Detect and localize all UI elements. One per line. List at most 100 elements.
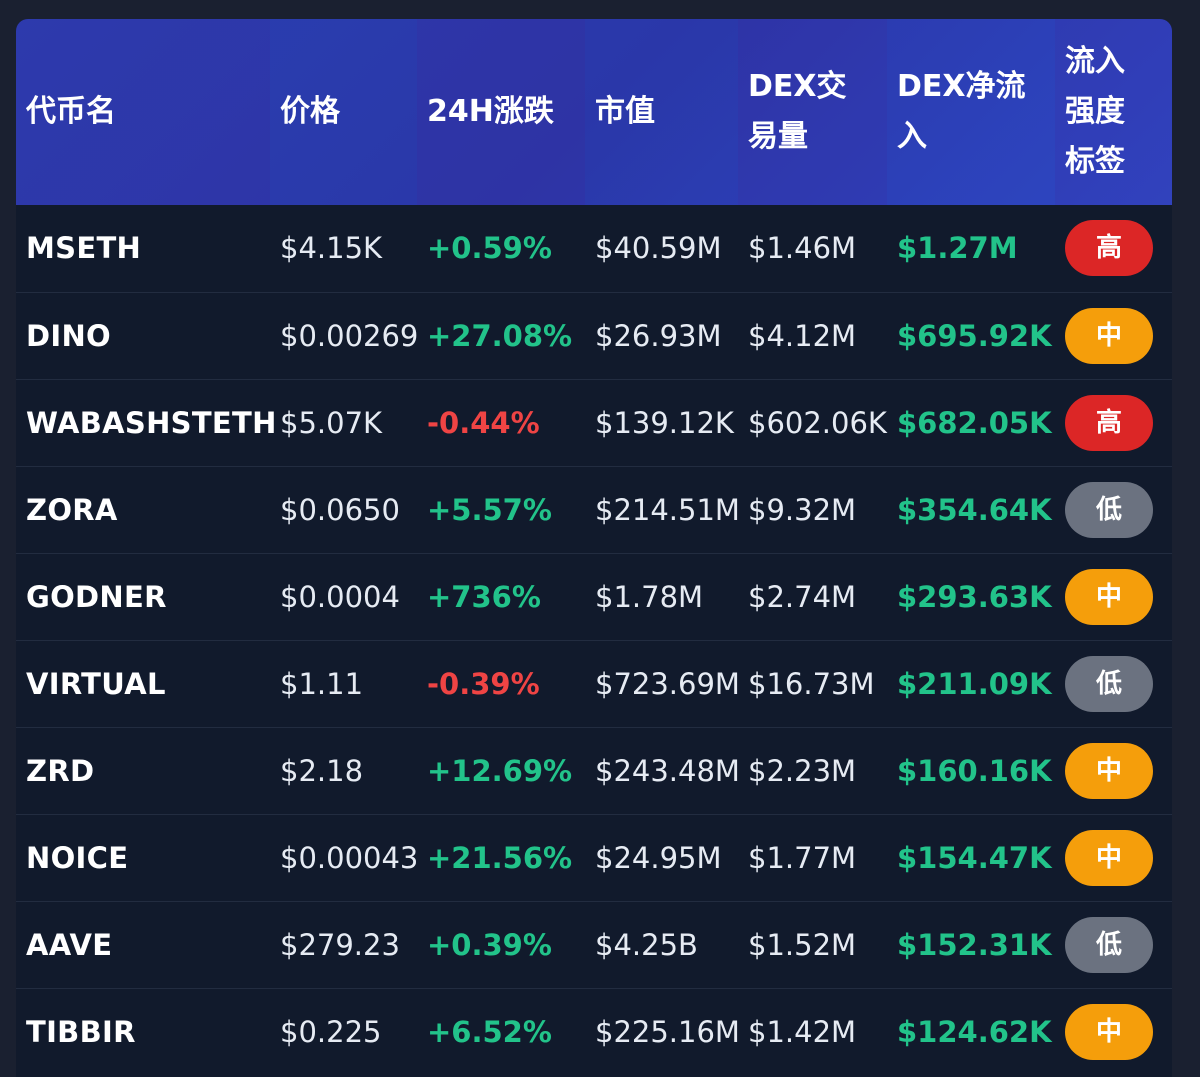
change-24h-cell: -0.39%	[427, 666, 540, 701]
price-cell: $0.00043	[280, 840, 419, 875]
price-cell: $0.0004	[280, 579, 400, 614]
table-row[interactable]: DINO $0.00269 +27.08% $26.93M $4.12M $695.92K…	[16, 292, 1172, 379]
header-dex-volume[interactable]: DEX交易量	[738, 19, 887, 205]
market-cap-cell: $4.25B	[595, 927, 698, 962]
dex-volume-cell: $1.52M	[748, 927, 857, 962]
dex-volume-cell: $1.46M	[748, 231, 857, 266]
inflow-strength-cell: 中	[1055, 727, 1172, 814]
table-row[interactable]: NOICE $0.00043 +21.56% $24.95M $1.77M $154.47…	[16, 814, 1172, 901]
dex-volume-cell: $9.32M	[748, 492, 857, 527]
token-name-cell: NOICE	[26, 840, 129, 875]
inflow-strength-cell: 低	[1055, 901, 1172, 988]
header-dex-net-inflow[interactable]: DEX净流入	[887, 19, 1055, 205]
market-cap-cell: $24.95M	[595, 840, 722, 875]
dex-volume-cell: $2.23M	[748, 753, 857, 788]
dex-volume-cell: $2.74M	[748, 579, 857, 614]
table-row[interactable]: VIRTUAL $1.11 -0.39% $723.69M $16.73M $211.09…	[16, 640, 1172, 727]
dex-net-inflow-cell: $682.05K	[897, 405, 1052, 440]
token-name-cell: TIBBIR	[26, 1014, 136, 1049]
dex-volume-cell: $16.73M	[748, 666, 875, 701]
dex-net-inflow-cell: $354.64K	[897, 492, 1052, 527]
inflow-strength-cell: 中	[1055, 988, 1172, 1075]
table-row[interactable]: WABASHSTETH $5.07K -0.44% $139.12K $602.06K $…	[16, 379, 1172, 466]
market-cap-cell: $214.51M	[595, 492, 740, 527]
token-name-cell: ZORA	[26, 492, 118, 527]
token-name-cell: MSETH	[26, 231, 142, 266]
token-name-cell: VIRTUAL	[26, 666, 166, 701]
table-row[interactable]: ZRD $2.18 +12.69% $243.48M $2.23M $160.16K 中	[16, 727, 1172, 814]
change-24h-cell: +5.57%	[427, 492, 552, 527]
inflow-strength-badge: 低	[1065, 655, 1153, 712]
inflow-strength-badge: 中	[1065, 829, 1153, 886]
inflow-strength-badge: 中	[1065, 307, 1153, 364]
table-row[interactable]: AAVE $279.23 +0.39% $4.25B $1.52M $152.31K 低	[16, 901, 1172, 988]
table-body: MSETH $4.15K +0.59% $40.59M $1.46M $1.27M 高 DIN…	[16, 205, 1172, 1075]
price-cell: $0.0650	[280, 492, 400, 527]
dex-net-inflow-cell: $152.31K	[897, 927, 1052, 962]
change-24h-cell: +736%	[427, 579, 541, 614]
change-24h-cell: -0.44%	[427, 405, 540, 440]
price-cell: $0.225	[280, 1014, 382, 1049]
dex-volume-cell: $602.06K	[748, 405, 887, 440]
dex-net-inflow-cell: $211.09K	[897, 666, 1052, 701]
market-cap-cell: $26.93M	[595, 318, 722, 353]
header-market-cap[interactable]: 市值	[585, 19, 738, 205]
token-name-cell: ZRD	[26, 753, 95, 788]
market-cap-cell: $243.48M	[595, 753, 740, 788]
inflow-strength-cell: 低	[1055, 640, 1172, 727]
inflow-strength-badge: 中	[1065, 742, 1153, 799]
price-cell: $1.11	[280, 666, 364, 701]
header-inflow-strength-tag[interactable]: 流入强度标签	[1055, 19, 1172, 205]
inflow-strength-cell: 高	[1055, 379, 1172, 466]
dex-net-inflow-cell: $1.27M	[897, 231, 1018, 266]
token-inflow-table-card: 代币名 价格 24H涨跌 市值 DEX交易量 DEX净流入 流入强度标签 MSE…	[16, 19, 1172, 1077]
inflow-strength-cell: 中	[1055, 292, 1172, 379]
change-24h-cell: +12.69%	[427, 753, 573, 788]
inflow-strength-cell: 高	[1055, 205, 1172, 292]
inflow-strength-badge: 中	[1065, 568, 1153, 625]
price-cell: $2.18	[280, 753, 364, 788]
change-24h-cell: +21.56%	[427, 840, 573, 875]
table-header-row: 代币名 价格 24H涨跌 市值 DEX交易量 DEX净流入 流入强度标签	[16, 19, 1172, 205]
table-row[interactable]: TIBBIR $0.225 +6.52% $225.16M $1.42M $124.62K…	[16, 988, 1172, 1075]
price-cell: $5.07K	[280, 405, 383, 440]
market-cap-cell: $225.16M	[595, 1014, 740, 1049]
dex-net-inflow-cell: $160.16K	[897, 753, 1052, 788]
change-24h-cell: +27.08%	[427, 318, 573, 353]
inflow-strength-cell: 中	[1055, 553, 1172, 640]
market-cap-cell: $139.12K	[595, 405, 734, 440]
inflow-strength-badge: 高	[1065, 394, 1153, 451]
table-row[interactable]: GODNER $0.0004 +736% $1.78M $2.74M $293.63K 中	[16, 553, 1172, 640]
dex-net-inflow-cell: $293.63K	[897, 579, 1052, 614]
change-24h-cell: +0.39%	[427, 927, 552, 962]
market-cap-cell: $723.69M	[595, 666, 740, 701]
dex-net-inflow-cell: $695.92K	[897, 318, 1052, 353]
inflow-strength-badge: 低	[1065, 481, 1153, 538]
price-cell: $0.00269	[280, 318, 419, 353]
price-cell: $279.23	[280, 927, 400, 962]
token-name-cell: GODNER	[26, 579, 167, 614]
market-cap-cell: $40.59M	[595, 231, 722, 266]
token-name-cell: DINO	[26, 318, 111, 353]
inflow-strength-cell: 中	[1055, 814, 1172, 901]
change-24h-cell: +6.52%	[427, 1014, 552, 1049]
dex-volume-cell: $1.42M	[748, 1014, 857, 1049]
dex-volume-cell: $4.12M	[748, 318, 857, 353]
inflow-strength-badge: 高	[1065, 220, 1153, 277]
dex-net-inflow-cell: $124.62K	[897, 1014, 1052, 1049]
header-token-name[interactable]: 代币名	[16, 19, 270, 205]
dex-net-inflow-cell: $154.47K	[897, 840, 1052, 875]
dex-volume-cell: $1.77M	[748, 840, 857, 875]
table-row[interactable]: ZORA $0.0650 +5.57% $214.51M $9.32M $354.64K 低	[16, 466, 1172, 553]
inflow-strength-cell: 低	[1055, 466, 1172, 553]
market-cap-cell: $1.78M	[595, 579, 704, 614]
header-price[interactable]: 价格	[270, 19, 417, 205]
inflow-strength-badge: 中	[1065, 1003, 1153, 1060]
table-row[interactable]: MSETH $4.15K +0.59% $40.59M $1.46M $1.27M 高	[16, 205, 1172, 292]
inflow-strength-badge: 低	[1065, 916, 1153, 973]
token-name-cell: WABASHSTETH	[26, 405, 277, 440]
header-24h-change[interactable]: 24H涨跌	[417, 19, 585, 205]
token-name-cell: AAVE	[26, 927, 113, 962]
change-24h-cell: +0.59%	[427, 231, 552, 266]
price-cell: $4.15K	[280, 231, 383, 266]
